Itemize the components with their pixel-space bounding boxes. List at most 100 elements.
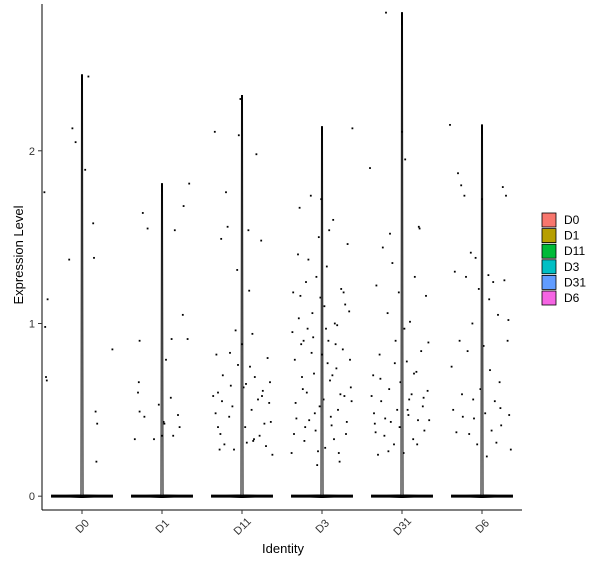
data-point — [372, 374, 375, 377]
data-point — [245, 383, 247, 385]
data-point — [490, 429, 493, 432]
data-point — [404, 158, 407, 161]
data-point — [422, 396, 425, 399]
data-point — [497, 313, 499, 316]
data-point — [421, 405, 424, 408]
data-point — [94, 410, 97, 413]
data-point — [169, 396, 172, 399]
legend-swatch-d31 — [541, 274, 557, 290]
data-point — [221, 374, 224, 377]
data-point — [389, 421, 392, 423]
y-tick-label: 2 — [29, 146, 35, 158]
data-point — [506, 339, 509, 342]
data-point — [311, 312, 314, 315]
data-point — [269, 421, 272, 423]
data-point — [43, 191, 46, 194]
data-point — [373, 412, 375, 415]
data-point — [453, 270, 456, 273]
data-point — [304, 426, 307, 429]
data-point — [178, 426, 181, 429]
data-point — [143, 415, 146, 418]
data-point — [473, 417, 475, 420]
data-point — [146, 227, 149, 230]
data-point — [463, 194, 466, 197]
data-point — [219, 433, 222, 435]
data-point — [482, 345, 485, 347]
data-point — [500, 424, 503, 427]
data-point — [342, 291, 345, 294]
legend-swatch-d11 — [541, 243, 557, 259]
data-point — [328, 229, 331, 232]
data-point — [381, 246, 384, 249]
data-point — [248, 289, 251, 292]
data-point — [509, 448, 512, 451]
y-tick-label: 1 — [29, 318, 35, 330]
data-point — [186, 338, 189, 340]
data-point — [373, 422, 376, 425]
data-point — [333, 322, 336, 325]
data-point — [269, 381, 271, 384]
data-point — [95, 460, 98, 463]
data-point — [349, 358, 351, 361]
data-point — [172, 434, 175, 437]
data-point — [325, 265, 328, 268]
data-point — [253, 438, 255, 441]
data-point — [389, 232, 391, 235]
data-point — [377, 453, 379, 456]
x-axis-title: Identity — [262, 541, 304, 556]
legend-swatch-d1 — [541, 228, 557, 244]
data-point — [333, 438, 335, 441]
y-axis-title: Expression Level — [11, 205, 26, 304]
y-tick-label: 0 — [29, 491, 35, 503]
data-point — [403, 327, 406, 330]
legend-swatch-d3 — [541, 259, 557, 275]
data-point — [398, 426, 401, 429]
data-point — [345, 421, 348, 423]
data-point — [474, 256, 477, 259]
data-point — [344, 303, 347, 306]
data-point — [379, 377, 382, 380]
data-point — [257, 398, 259, 401]
data-point — [488, 298, 491, 301]
data-point — [336, 324, 339, 327]
data-point — [161, 434, 163, 437]
data-point — [217, 391, 219, 394]
data-point — [461, 415, 464, 418]
data-point — [468, 433, 471, 435]
data-point — [495, 441, 498, 444]
data-point — [493, 400, 496, 403]
data-point — [297, 253, 299, 256]
data-point — [320, 198, 323, 201]
data-point — [229, 384, 232, 387]
data-point — [249, 365, 251, 368]
data-point — [399, 381, 402, 384]
data-point — [450, 365, 453, 368]
data-point — [407, 414, 410, 416]
data-point — [402, 452, 405, 454]
legend-swatch-d0 — [541, 212, 557, 228]
data-point — [449, 123, 451, 126]
data-point — [237, 134, 240, 137]
data-point — [349, 386, 352, 389]
data-point — [96, 422, 99, 425]
data-point — [485, 455, 488, 458]
data-point — [212, 395, 215, 397]
data-point — [271, 453, 274, 456]
data-point — [339, 393, 342, 396]
data-point — [71, 127, 74, 130]
data-point — [331, 374, 334, 377]
data-point — [260, 239, 263, 242]
data-point — [233, 448, 235, 451]
data-point — [322, 398, 325, 401]
data-point — [255, 153, 258, 156]
data-point — [408, 398, 411, 401]
data-point — [324, 446, 327, 449]
data-point — [417, 225, 420, 228]
data-point — [225, 191, 227, 194]
data-point — [241, 343, 243, 346]
data-point — [293, 358, 296, 361]
data-point — [314, 429, 317, 432]
data-point — [265, 445, 267, 447]
